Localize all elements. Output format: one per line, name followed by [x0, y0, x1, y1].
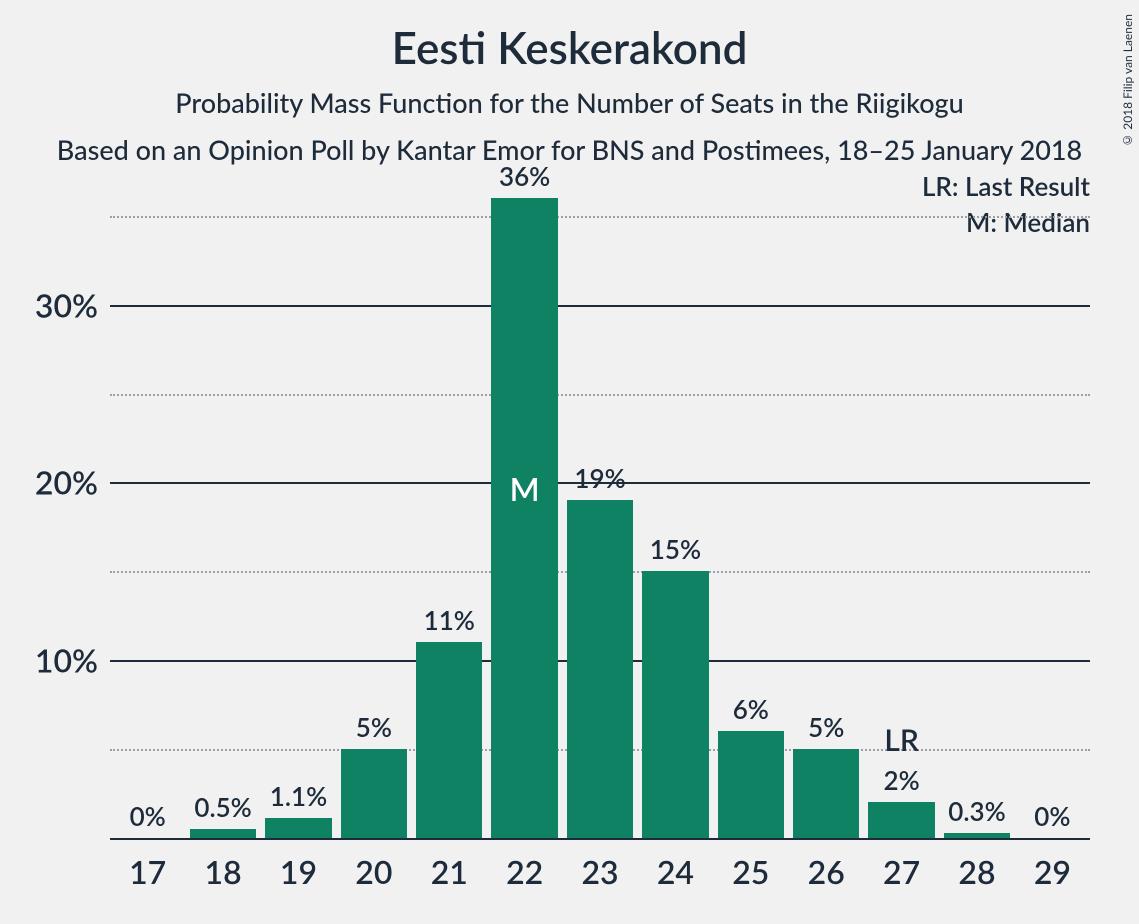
bar-value-label: 36%	[499, 160, 550, 192]
bar-value-label: 2%	[884, 764, 920, 796]
x-axis-tick: 18	[205, 838, 242, 891]
bar-slot: 1.1%19	[261, 198, 336, 838]
bar-slot: 19%23	[562, 198, 637, 838]
bar-value-label: 1.1%	[270, 780, 327, 812]
bar	[793, 749, 859, 838]
bar-value-label: 0%	[130, 800, 166, 832]
x-axis-tick: 20	[355, 838, 392, 891]
bar-slot: 5%20	[336, 198, 411, 838]
chart-title: Eesti Keskerakond	[0, 0, 1139, 74]
bar	[416, 642, 482, 838]
bar-slot: 5%26	[789, 198, 864, 838]
bar-value-label: 0.5%	[194, 791, 251, 823]
chart-source: Based on an Opinion Poll by Kantar Emor …	[0, 133, 1139, 166]
chart-subtitle: Probability Mass Function for the Number…	[0, 86, 1139, 119]
bar-value-label: 19%	[574, 462, 625, 494]
bar-slot: 2%LR27	[864, 198, 939, 838]
bar	[567, 500, 633, 838]
bar	[265, 818, 331, 838]
y-axis-tick: 10%	[35, 641, 110, 680]
median-marker: M	[510, 469, 540, 508]
bar-slot: 15%24	[638, 198, 713, 838]
bar-value-label: 0%	[1034, 800, 1070, 832]
bar	[190, 829, 256, 838]
bar-value-label: 5%	[356, 711, 392, 743]
copyright-text: © 2018 Filip van Laenen	[1120, 14, 1135, 148]
bar-slot: 36%M22	[487, 198, 562, 838]
bar	[341, 749, 407, 838]
chart-container: Eesti Keskerakond Probability Mass Funct…	[0, 0, 1139, 924]
bar-slot: 11%21	[412, 198, 487, 838]
bar-slot: 0%17	[110, 198, 185, 838]
bar	[491, 198, 557, 838]
bar-value-label: 15%	[650, 533, 701, 565]
x-axis-tick: 27	[883, 838, 920, 891]
bar-slot: 0.5%18	[185, 198, 260, 838]
x-axis-tick: 25	[732, 838, 769, 891]
x-axis-tick: 29	[1034, 838, 1071, 891]
x-axis-tick: 23	[581, 838, 618, 891]
bars-layer: 0%170.5%181.1%195%2011%2136%M2219%2315%2…	[110, 198, 1090, 838]
x-axis-tick: 28	[958, 838, 995, 891]
y-axis-tick: 30%	[35, 285, 110, 324]
x-axis-tick: 24	[657, 838, 694, 891]
bar-value-label: 6%	[733, 693, 769, 725]
bar-slot: 6%25	[713, 198, 788, 838]
bar	[718, 731, 784, 838]
y-axis-tick: 20%	[35, 463, 110, 502]
bar	[868, 802, 934, 838]
x-axis-tick: 26	[808, 838, 845, 891]
bar-value-label: 11%	[424, 604, 475, 636]
bar	[642, 571, 708, 838]
x-axis-tick: 19	[280, 838, 317, 891]
x-axis-tick: 21	[431, 838, 468, 891]
bar-value-label: 0.3%	[948, 795, 1005, 827]
x-axis-tick: 22	[506, 838, 543, 891]
plot-area: LR: Last Result M: Median 10%20%30% 0%17…	[110, 198, 1090, 838]
bar-slot: 0%29	[1015, 198, 1090, 838]
bar-label-lr: LR	[884, 722, 919, 758]
bar-value-label: 5%	[808, 711, 844, 743]
x-axis-tick: 17	[129, 838, 166, 891]
bar-slot: 0.3%28	[939, 198, 1014, 838]
